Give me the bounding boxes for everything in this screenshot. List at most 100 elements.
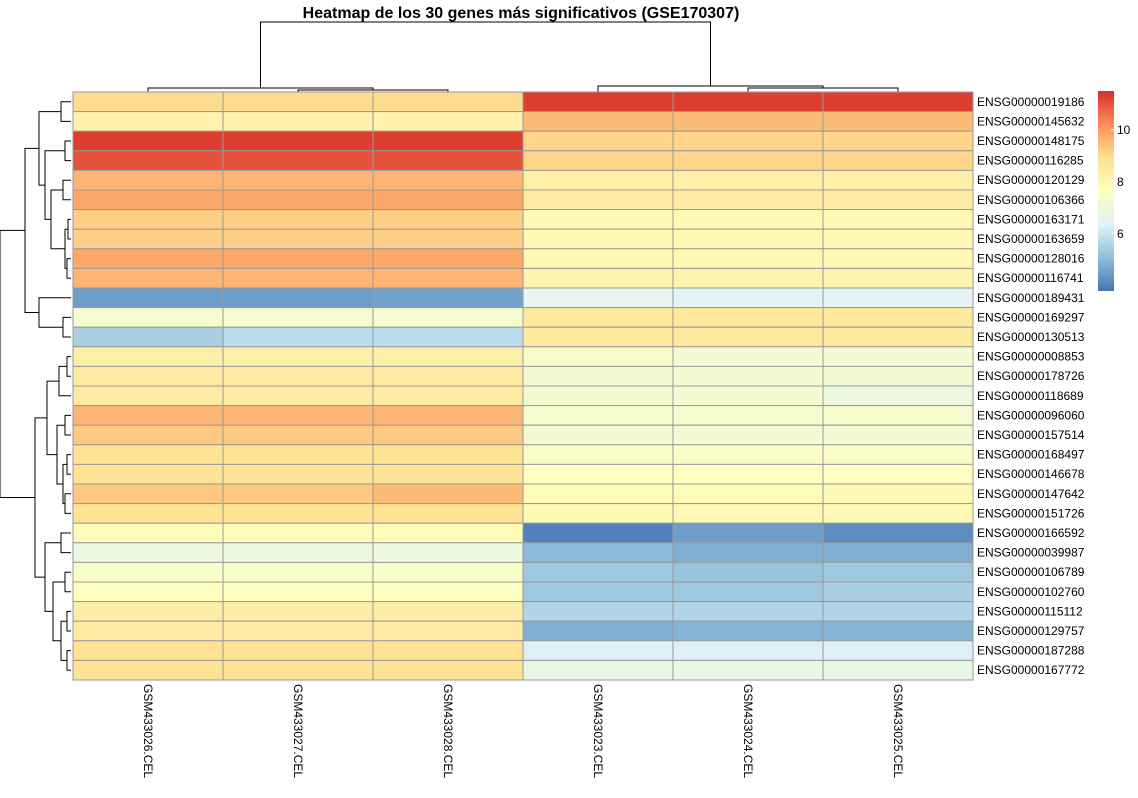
- heatmap-cell: [822, 561, 974, 583]
- row-dendrogram-branch: [67, 218, 71, 240]
- heatmap-cell: [222, 522, 374, 544]
- heatmap-cell: [672, 463, 824, 485]
- heatmap-cell: [222, 209, 374, 230]
- column-label: GSM433024.CEL: [741, 684, 755, 778]
- row-label: ENSG00000102760: [977, 585, 1085, 599]
- row-label: ENSG00000151726: [977, 506, 1085, 520]
- column-dendrogram-branch: [747, 87, 899, 92]
- heatmap-cell: [822, 346, 974, 367]
- column-dendrogram-branch: [597, 85, 824, 92]
- heatmap-cell: [672, 150, 824, 171]
- row-dendrogram-branch: [64, 493, 71, 514]
- heatmap-cell: [222, 581, 374, 603]
- heatmap-cell: [222, 228, 374, 250]
- heatmap-cell: [72, 169, 224, 191]
- row-dendrogram-branch: [66, 610, 71, 632]
- heatmap-cell: [822, 150, 974, 171]
- heatmap-cell: [222, 150, 374, 171]
- heatmap-cell: [522, 542, 674, 563]
- row-dendrogram-branch: [0, 229, 35, 498]
- heatmap-cell: [822, 444, 974, 465]
- heatmap-cell: [522, 640, 674, 661]
- heatmap-cell: [72, 503, 224, 524]
- heatmap-cell: [822, 209, 974, 230]
- heatmap-cell: [72, 228, 224, 250]
- heatmap-cell: [522, 620, 674, 642]
- heatmap-cell: [672, 542, 824, 563]
- heatmap-cells: [72, 91, 974, 681]
- heatmap-cell: [222, 307, 374, 328]
- heatmap-cell: [372, 581, 524, 603]
- row-label: ENSG00000039987: [977, 546, 1085, 560]
- row-label: ENSG00000106789: [977, 565, 1085, 579]
- heatmap-cell: [72, 267, 224, 289]
- heatmap-cell: [822, 385, 974, 407]
- row-dendrogram-branch: [44, 150, 65, 220]
- row-label: ENSG00000189431: [977, 291, 1085, 305]
- heatmap-cell: [72, 542, 224, 563]
- row-label: ENSG00000178726: [977, 369, 1085, 383]
- heatmap-cell: [222, 326, 374, 348]
- heatmap-cell: [372, 542, 524, 563]
- heatmap-cell: [222, 365, 374, 387]
- heatmap-cell: [372, 424, 524, 446]
- heatmap-cell: [372, 365, 524, 387]
- heatmap-cell: [672, 111, 824, 132]
- heatmap-cell: [372, 522, 524, 544]
- heatmap-cell: [372, 326, 524, 348]
- heatmap-cell: [222, 287, 374, 309]
- row-label: ENSG00000169297: [977, 310, 1085, 324]
- heatmap-cell: [672, 287, 824, 309]
- row-dendrogram-branch: [66, 356, 71, 377]
- row-label: ENSG00000128016: [977, 252, 1085, 266]
- heatmap-cell: [72, 385, 224, 407]
- heatmap-cell: [222, 130, 374, 152]
- heatmap-cell: [672, 385, 824, 407]
- heatmap-cell: [822, 620, 974, 642]
- row-dendrogram-branch: [38, 111, 61, 186]
- row-dendrogram-branch: [62, 179, 71, 201]
- heatmap-cell: [522, 503, 674, 524]
- heatmap-cell: [72, 620, 224, 642]
- heatmap-cell: [672, 307, 824, 328]
- heatmap-cell: [222, 346, 374, 367]
- heatmap-cell: [222, 189, 374, 211]
- heatmap-cell: [222, 169, 374, 191]
- heatmap-cell: [372, 111, 524, 132]
- chart-title: Heatmap de los 30 genes más significativ…: [303, 5, 740, 22]
- column-label: GSM433025.CEL: [891, 684, 905, 778]
- heatmap-cell: [72, 601, 224, 622]
- heatmap-cell: [72, 326, 224, 348]
- heatmap-cell: [822, 424, 974, 446]
- heatmap-cell: [822, 365, 974, 387]
- row-label: ENSG00000120129: [977, 173, 1085, 187]
- heatmap-cell: [72, 424, 224, 446]
- heatmap-cell: [672, 405, 824, 426]
- row-dendrogram-branch: [52, 581, 65, 642]
- heatmap-cell: [372, 463, 524, 485]
- heatmap-cell: [72, 130, 224, 152]
- column-label: GSM433026.CEL: [141, 684, 155, 778]
- heatmap-cell: [672, 365, 824, 387]
- heatmap-cell: [672, 248, 824, 269]
- heatmap-cell: [522, 150, 674, 171]
- heatmap-cell: [822, 659, 974, 681]
- heatmap-cell: [372, 209, 524, 230]
- heatmap-cell: [72, 444, 224, 465]
- heatmap-cell: [72, 346, 224, 367]
- row-dendrogram-branch: [64, 571, 71, 593]
- row-dendrogram-branch: [66, 650, 71, 671]
- heatmap-cell: [222, 483, 374, 505]
- row-label: ENSG00000187288: [977, 644, 1085, 658]
- heatmap-cell: [372, 169, 524, 191]
- row-label: ENSG00000008853: [977, 350, 1085, 364]
- heatmap-cell: [372, 620, 524, 642]
- heatmap-cell: [372, 189, 524, 211]
- heatmap-cell: [222, 463, 374, 485]
- heatmap-cell: [822, 267, 974, 289]
- heatmap-cell: [72, 581, 224, 603]
- legend-tick-label: 10: [1117, 123, 1131, 137]
- heatmap-cell: [672, 130, 824, 152]
- row-dendrogram: [0, 101, 71, 671]
- heatmap-cell: [522, 365, 674, 387]
